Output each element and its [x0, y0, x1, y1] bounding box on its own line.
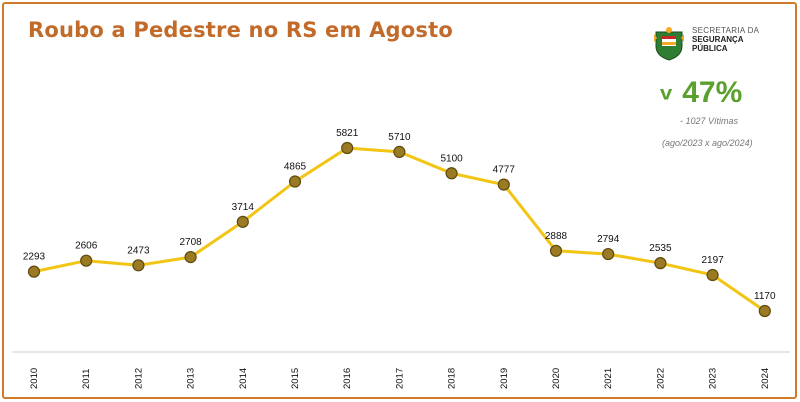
data-point — [236, 215, 249, 228]
chart-title: Roubo a Pedestre no RS em Agosto — [28, 18, 453, 42]
x-tick-layer: 2010 2011 2012 2013 2014 2015 2016 2017 2018 2019… — [29, 368, 771, 389]
secretaria-logo: SECRETARIA DA SEGURANÇA PÚBLICA — [652, 26, 759, 62]
data-point — [341, 141, 354, 155]
data-point — [132, 259, 145, 272]
x-tick-label: 2019 — [499, 368, 510, 389]
x-tick-label: 2018 — [447, 368, 458, 389]
x-tick-label: 2015 — [290, 368, 301, 389]
data-point — [602, 247, 615, 261]
data-label: 4865 — [284, 162, 307, 173]
x-tick-label: 2013 — [186, 368, 197, 389]
data-label: 2606 — [75, 241, 98, 252]
data-label: 2708 — [179, 237, 202, 248]
data-point — [393, 145, 406, 158]
x-tick-label: 2012 — [133, 368, 144, 389]
secretaria-name: SECRETARIA DA SEGURANÇA PÚBLICA — [692, 26, 759, 53]
victims-note: - 1027 Vítimas — [680, 116, 739, 126]
data-point — [706, 268, 719, 282]
data-label: 5100 — [440, 153, 463, 164]
period-note: (ago/2023 x ago/2024) — [662, 138, 753, 148]
secretaria-line3: PÚBLICA — [692, 44, 728, 53]
down-arrow-icon: v — [660, 81, 673, 104]
x-tick-label: 2017 — [394, 368, 405, 389]
data-point — [80, 254, 93, 267]
data-point — [184, 250, 197, 264]
x-tick-label: 2021 — [603, 368, 614, 389]
data-label: 5710 — [388, 132, 411, 143]
data-point — [288, 175, 302, 188]
data-label: 2888 — [545, 231, 568, 242]
data-point — [445, 167, 458, 180]
change-percent: 47% — [682, 76, 743, 109]
series-line — [33, 146, 766, 313]
data-point — [27, 265, 41, 278]
change-indicator: v 47% — [660, 76, 742, 110]
data-label: 2293 — [23, 252, 46, 263]
x-tick-label: 2020 — [551, 368, 562, 389]
series-layer — [27, 141, 771, 318]
data-label: 3714 — [232, 202, 255, 213]
data-point — [497, 178, 510, 191]
x-tick-label: 2010 — [29, 368, 40, 389]
data-label: 2197 — [701, 255, 724, 266]
data-point — [758, 304, 771, 318]
data-label: 5821 — [336, 128, 359, 139]
x-tick-label: 2024 — [760, 368, 771, 389]
data-label-layer: 2293 2606 2473 2708 3714 4865 5821 5710 5100 4777… — [23, 128, 776, 302]
x-tick-label: 2016 — [342, 368, 353, 389]
data-point — [549, 244, 563, 257]
x-tick-label: 2014 — [238, 368, 249, 389]
data-label: 2794 — [597, 234, 620, 245]
rs-coat-of-arms-icon — [654, 27, 684, 61]
x-tick-label: 2022 — [655, 368, 666, 389]
data-label: 2535 — [649, 243, 672, 254]
secretaria-line1: SECRETARIA DA — [692, 26, 760, 35]
x-tick-label: 2011 — [81, 369, 92, 389]
data-label: 2473 — [127, 245, 150, 256]
secretaria-line2: SEGURANÇA — [692, 35, 744, 44]
data-label: 4777 — [493, 165, 516, 176]
data-label: 1170 — [754, 291, 776, 302]
x-tick-label: 2023 — [708, 368, 719, 389]
data-point — [654, 257, 667, 270]
